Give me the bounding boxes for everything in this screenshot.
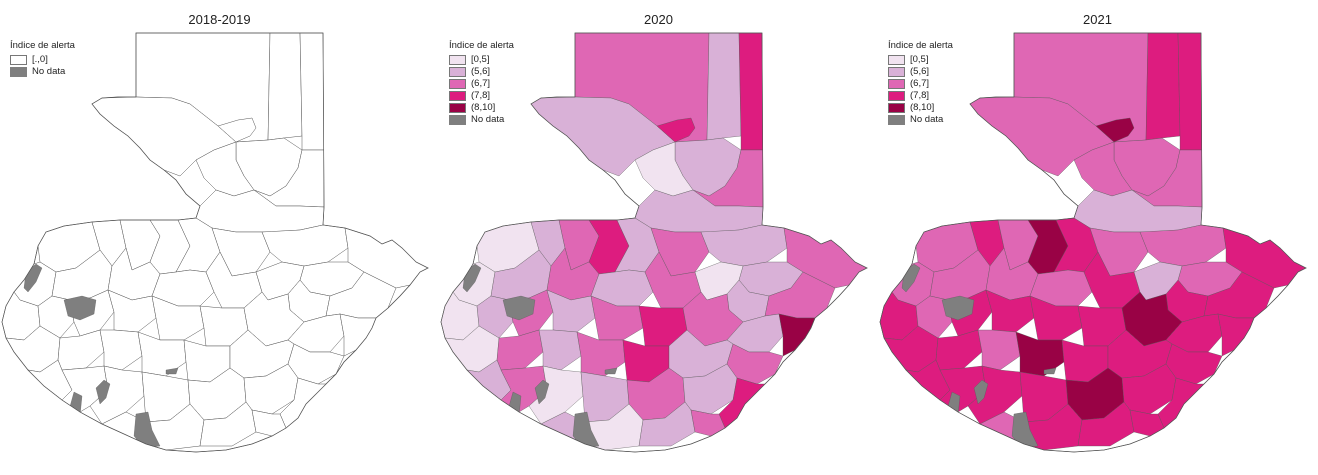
legend-title: Índice de alerta xyxy=(888,40,953,51)
no-data-region xyxy=(95,379,111,405)
panel-title: 2018-2019 xyxy=(188,12,251,27)
legend-swatch xyxy=(449,67,466,77)
no-data-region xyxy=(63,295,97,321)
no-data-region xyxy=(1011,411,1039,449)
country-border xyxy=(1,32,429,453)
municipality-region xyxy=(634,141,694,197)
choropleth-map-2020 xyxy=(440,32,868,453)
legend-item: (5,6] xyxy=(449,66,514,78)
legend-swatch xyxy=(888,91,905,101)
legend-item: No data xyxy=(888,114,953,126)
country-border xyxy=(440,32,868,453)
legend-title: Índice de alerta xyxy=(10,40,75,51)
municipality-region xyxy=(195,141,255,197)
municipality-region xyxy=(339,313,377,357)
legend-swatch xyxy=(888,103,905,113)
legend-item: No data xyxy=(10,66,75,78)
municipality-region xyxy=(538,329,582,371)
municipality-region xyxy=(700,224,788,267)
legend-item: (5,6] xyxy=(888,66,953,78)
legend-item: (7,8] xyxy=(888,90,953,102)
legend-label: [0,5] xyxy=(471,54,490,65)
legend-swatch xyxy=(888,79,905,89)
municipality-region xyxy=(977,329,1021,371)
legend-swatch xyxy=(10,67,27,77)
map-panel-2020: 2020 Índice de alerta [0,5] (5,6] (6,7] … xyxy=(439,0,878,475)
choropleth-map-2018-2019 xyxy=(1,32,429,453)
municipality-region xyxy=(107,289,157,333)
legend-swatch xyxy=(10,55,27,65)
municipality-region xyxy=(738,33,764,151)
legend-item: (8,10] xyxy=(449,102,514,114)
municipality-region xyxy=(1073,141,1133,197)
legend-swatch xyxy=(888,55,905,65)
municipality-region xyxy=(706,33,742,141)
legend-label: (5,6] xyxy=(471,66,491,77)
municipality-region xyxy=(1177,33,1203,151)
legend-item: (7,8] xyxy=(449,90,514,102)
panel-title: 2021 xyxy=(1083,12,1112,27)
legend-label: [0,5] xyxy=(910,54,929,65)
no-data-region xyxy=(572,411,600,449)
legend-item: (8,10] xyxy=(888,102,953,114)
country-border xyxy=(879,32,1307,453)
no-data-region xyxy=(165,367,179,375)
legend-title: Índice de alerta xyxy=(449,40,514,51)
legend-item: (6,7] xyxy=(449,78,514,90)
legend-label: (5,6] xyxy=(910,66,930,77)
legend: Índice de alerta [0,5] (5,6] (6,7] (7,8]… xyxy=(888,40,953,126)
legend-label: (7,8] xyxy=(910,90,930,101)
legend-swatch xyxy=(449,103,466,113)
legend-item: [0,5] xyxy=(888,54,953,66)
municipality-region xyxy=(1139,224,1227,267)
no-data-region xyxy=(534,379,550,405)
legend: Índice de alerta [0,5] (5,6] (6,7] (7,8]… xyxy=(449,40,514,126)
no-data-region xyxy=(973,379,989,405)
legend-item: (6,7] xyxy=(888,78,953,90)
municipality-region xyxy=(99,329,143,371)
legend-item: [.,0] xyxy=(10,54,75,66)
municipality-region xyxy=(151,295,205,341)
municipality-region xyxy=(590,295,644,341)
map-panel-2018-2019: 2018-2019 Índice de alerta [.,0] No data xyxy=(0,0,439,475)
legend-label: [.,0] xyxy=(32,54,48,65)
legend-label: (8,10] xyxy=(910,102,935,113)
legend-label: (6,7] xyxy=(471,78,491,89)
choropleth-map-2021 xyxy=(879,32,1307,453)
legend-label: (7,8] xyxy=(471,90,491,101)
legend-label: No data xyxy=(471,114,505,125)
no-data-region xyxy=(133,411,161,449)
municipality-region xyxy=(1217,313,1255,357)
legend: Índice de alerta [.,0] No data xyxy=(10,40,75,78)
no-data-region xyxy=(604,367,618,375)
legend-label: No data xyxy=(910,114,944,125)
legend-swatch xyxy=(888,67,905,77)
legend-swatch xyxy=(888,115,905,125)
legend-swatch xyxy=(449,115,466,125)
municipality-region xyxy=(299,33,325,151)
legend-label: No data xyxy=(32,66,66,77)
municipality-region xyxy=(985,289,1035,333)
no-data-region xyxy=(502,295,536,321)
no-data-region xyxy=(1043,367,1057,375)
legend-swatch xyxy=(449,91,466,101)
municipality-region xyxy=(267,33,303,141)
legend-item: No data xyxy=(449,114,514,126)
legend-swatch xyxy=(449,55,466,65)
legend-item: [0,5] xyxy=(449,54,514,66)
municipality-region xyxy=(261,224,349,267)
legend-label: (6,7] xyxy=(910,78,930,89)
legend-swatch xyxy=(449,79,466,89)
municipality-region xyxy=(778,313,816,357)
municipality-region xyxy=(546,289,596,333)
no-data-region xyxy=(941,295,975,321)
municipality-region xyxy=(1029,295,1083,341)
municipality-region xyxy=(1145,33,1181,141)
panel-title: 2020 xyxy=(644,12,673,27)
map-panel-2021: 2021 Índice de alerta [0,5] (5,6] (6,7] … xyxy=(878,0,1317,475)
legend-label: (8,10] xyxy=(471,102,496,113)
